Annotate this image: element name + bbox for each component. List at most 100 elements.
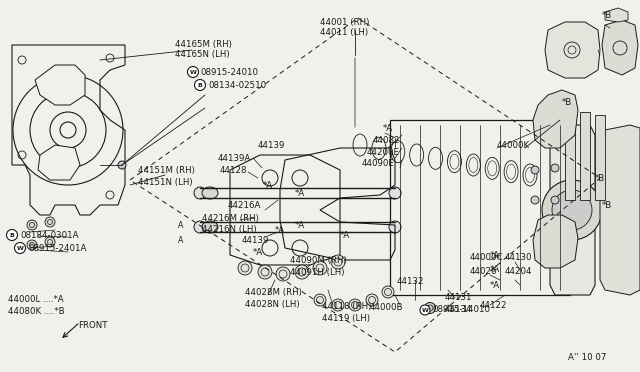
Text: *A: *A [383, 124, 393, 132]
Polygon shape [550, 125, 595, 295]
Text: 44122: 44122 [480, 301, 508, 310]
Text: 44204: 44204 [505, 267, 532, 276]
Circle shape [313, 261, 327, 275]
Text: 44165M (RH): 44165M (RH) [175, 39, 232, 48]
Circle shape [194, 221, 206, 233]
Text: 44000B: 44000B [370, 302, 403, 311]
Text: *A: *A [340, 231, 350, 240]
Polygon shape [545, 22, 600, 78]
Text: B: B [198, 83, 202, 87]
Text: 44151N (LH): 44151N (LH) [138, 177, 193, 186]
Circle shape [424, 302, 435, 314]
Circle shape [389, 221, 401, 233]
Text: B: B [10, 232, 15, 237]
Circle shape [551, 164, 559, 172]
Text: 44118 (RH): 44118 (RH) [322, 302, 371, 311]
Circle shape [349, 299, 361, 311]
Circle shape [552, 190, 592, 230]
Polygon shape [533, 215, 578, 268]
Polygon shape [38, 145, 80, 180]
Polygon shape [565, 110, 575, 200]
Polygon shape [600, 125, 640, 295]
Circle shape [238, 261, 252, 275]
Text: 44091H (LH): 44091H (LH) [290, 267, 344, 276]
Text: A: A [178, 221, 184, 230]
Text: 08915-2401A: 08915-2401A [28, 244, 86, 253]
Text: 44026: 44026 [470, 267, 497, 276]
Circle shape [332, 299, 344, 311]
Text: W: W [189, 70, 196, 74]
Text: 44119 (LH): 44119 (LH) [322, 314, 370, 323]
Circle shape [382, 286, 394, 298]
Text: *A: *A [253, 247, 263, 257]
Circle shape [551, 196, 559, 204]
Polygon shape [605, 8, 628, 22]
Circle shape [531, 196, 539, 204]
Text: *A: *A [275, 225, 285, 234]
Polygon shape [533, 90, 578, 148]
Text: 44151M (RH): 44151M (RH) [138, 166, 195, 174]
Text: 44000C: 44000C [470, 253, 504, 263]
Text: 44082: 44082 [373, 135, 401, 144]
Circle shape [420, 305, 430, 315]
Circle shape [258, 265, 272, 279]
Text: W: W [422, 308, 428, 312]
Text: 44080K ....*B: 44080K ....*B [8, 308, 65, 317]
Text: 44216N (LH): 44216N (LH) [202, 224, 257, 234]
Text: *B: *B [595, 173, 605, 183]
Circle shape [118, 161, 126, 169]
Text: W: W [17, 246, 24, 250]
Text: 44128: 44128 [220, 166, 248, 174]
Circle shape [366, 294, 378, 306]
Circle shape [15, 243, 26, 253]
Text: 44011 (LH): 44011 (LH) [320, 28, 368, 36]
Text: 44165N (LH): 44165N (LH) [175, 49, 230, 58]
Text: 44130: 44130 [505, 253, 532, 263]
Circle shape [45, 237, 55, 247]
Circle shape [6, 230, 17, 241]
Text: 44028M (RH): 44028M (RH) [245, 289, 302, 298]
Text: *A: *A [490, 266, 500, 275]
Text: A: A [178, 235, 184, 244]
Text: *B: *B [562, 97, 572, 106]
Text: 44028N (LH): 44028N (LH) [245, 301, 300, 310]
Circle shape [195, 80, 205, 90]
Text: 44131: 44131 [445, 292, 472, 301]
Text: 44139: 44139 [258, 141, 285, 150]
Polygon shape [595, 115, 605, 200]
Circle shape [27, 220, 37, 230]
Text: *B: *B [602, 10, 612, 19]
Text: FRONT: FRONT [78, 321, 108, 330]
Text: *A: *A [295, 189, 305, 198]
Ellipse shape [202, 187, 218, 199]
Text: 44216A: 44216A [228, 201, 261, 209]
Text: 08134-02510: 08134-02510 [208, 80, 266, 90]
Text: *A: *A [263, 180, 273, 189]
Text: 44216M (RH): 44216M (RH) [202, 214, 259, 222]
Text: 44000L ....*A: 44000L ....*A [8, 295, 63, 305]
Text: 08184-0301A: 08184-0301A [20, 231, 79, 240]
Text: *A: *A [490, 250, 500, 260]
Text: 44001 (RH): 44001 (RH) [320, 17, 369, 26]
Circle shape [531, 166, 539, 174]
Text: 08915-24010: 08915-24010 [200, 67, 258, 77]
Circle shape [331, 255, 345, 269]
Circle shape [314, 294, 326, 306]
Text: *A: *A [295, 221, 305, 230]
Ellipse shape [202, 221, 218, 233]
Polygon shape [35, 65, 85, 105]
Text: 44000K: 44000K [497, 141, 530, 150]
Polygon shape [602, 20, 638, 75]
Circle shape [188, 67, 198, 77]
Circle shape [27, 240, 37, 250]
Text: *A: *A [490, 280, 500, 289]
Circle shape [389, 187, 401, 199]
Circle shape [295, 265, 309, 279]
Text: 44139A: 44139A [218, 154, 252, 163]
Text: A'' 10 07: A'' 10 07 [568, 353, 606, 362]
Circle shape [276, 267, 290, 281]
Text: 08915-14010: 08915-14010 [432, 305, 490, 314]
Text: *B: *B [602, 201, 612, 209]
Circle shape [45, 217, 55, 227]
Text: 44090E: 44090E [362, 158, 395, 167]
